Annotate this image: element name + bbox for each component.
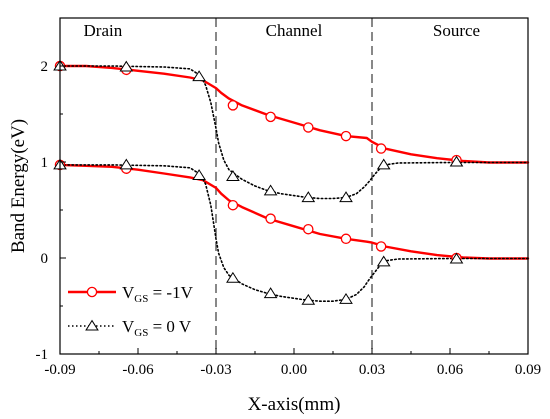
legend-label-vgs-0v: VGS = 0 V <box>122 317 192 339</box>
x-tick-label: 0.06 <box>437 362 464 378</box>
series-1-line-1 <box>59 164 529 302</box>
series-0-line-1 <box>58 163 530 260</box>
legend-item-vgs-minus-1v: VGS = -1V <box>68 283 194 305</box>
series-1-point <box>226 271 240 283</box>
series-0-point <box>340 233 352 245</box>
x-tick-label: -0.03 <box>200 362 231 378</box>
legend: VGS = -1V VGS = 0 V <box>68 283 194 339</box>
series-1-point <box>192 169 206 180</box>
series-0-point <box>303 223 314 235</box>
series-1-point <box>263 184 278 196</box>
legend-label-vgs-minus-1v: VGS = -1V <box>122 283 194 305</box>
y-tick-label: -1 <box>36 347 49 363</box>
y-tick-label: 2 <box>41 59 49 75</box>
series-1-point <box>301 293 316 305</box>
series-1-point <box>449 252 464 264</box>
x-tick-label: -0.06 <box>122 362 154 378</box>
x-tick-label: 0.09 <box>515 362 541 378</box>
legend-label-subscript: GS <box>134 327 148 339</box>
axis-ticks <box>59 65 529 355</box>
x-tick-label: 0.00 <box>281 362 307 378</box>
series-0-point <box>340 130 352 142</box>
series-1-point <box>301 191 316 203</box>
y-axis-title: Band Energy(eV) <box>8 119 29 253</box>
legend-label-rest: = -1V <box>148 283 193 302</box>
region-labels: Drain Channel Source <box>84 21 481 40</box>
series-1-point <box>192 70 206 82</box>
region-label-source: Source <box>433 21 480 40</box>
legend-label-main: V <box>122 317 135 336</box>
series-0-point <box>375 241 387 252</box>
series-1-point <box>226 170 240 181</box>
series-0-point <box>265 111 276 123</box>
series-0-point <box>303 122 314 133</box>
x-tick-label: -0.09 <box>44 362 75 378</box>
y-tick-label: 1 <box>41 155 49 171</box>
series-0-point <box>227 199 239 211</box>
series-1-point <box>119 158 134 170</box>
tick-labels: -0.09 -0.06 -0.03 0.00 0.03 0.06 0.09 -1 0 1 2 <box>36 59 542 378</box>
series-1-point <box>339 191 353 203</box>
legend-label-rest: = 0 V <box>148 317 192 336</box>
legend-label-main: V <box>122 283 135 302</box>
legend-label-subscript: GS <box>134 293 148 305</box>
legend-item-vgs-0v: VGS = 0 V <box>68 317 192 339</box>
region-label-channel: Channel <box>266 21 323 40</box>
series-1-point <box>376 255 391 267</box>
series-0-point <box>227 100 239 111</box>
series-lines <box>58 64 530 302</box>
series-1-point <box>119 60 134 72</box>
legend-marker-circle <box>86 286 98 298</box>
region-dividers <box>215 18 373 354</box>
series-1-line-0 <box>59 65 529 200</box>
x-tick-label: 0.03 <box>359 362 385 378</box>
series-0-line-0 <box>58 64 530 164</box>
series-1-point <box>339 292 353 304</box>
series-markers <box>53 59 464 305</box>
series-1-point <box>376 158 391 170</box>
region-label-drain: Drain <box>84 21 123 40</box>
series-1-point <box>263 287 278 299</box>
series-0-point <box>265 213 276 224</box>
x-axis-title: X-axis(mm) <box>248 394 341 415</box>
series-1-point <box>449 155 464 167</box>
legend-marker-triangle <box>85 319 99 331</box>
y-tick-label: 0 <box>41 251 49 267</box>
series-0-point <box>375 143 387 154</box>
